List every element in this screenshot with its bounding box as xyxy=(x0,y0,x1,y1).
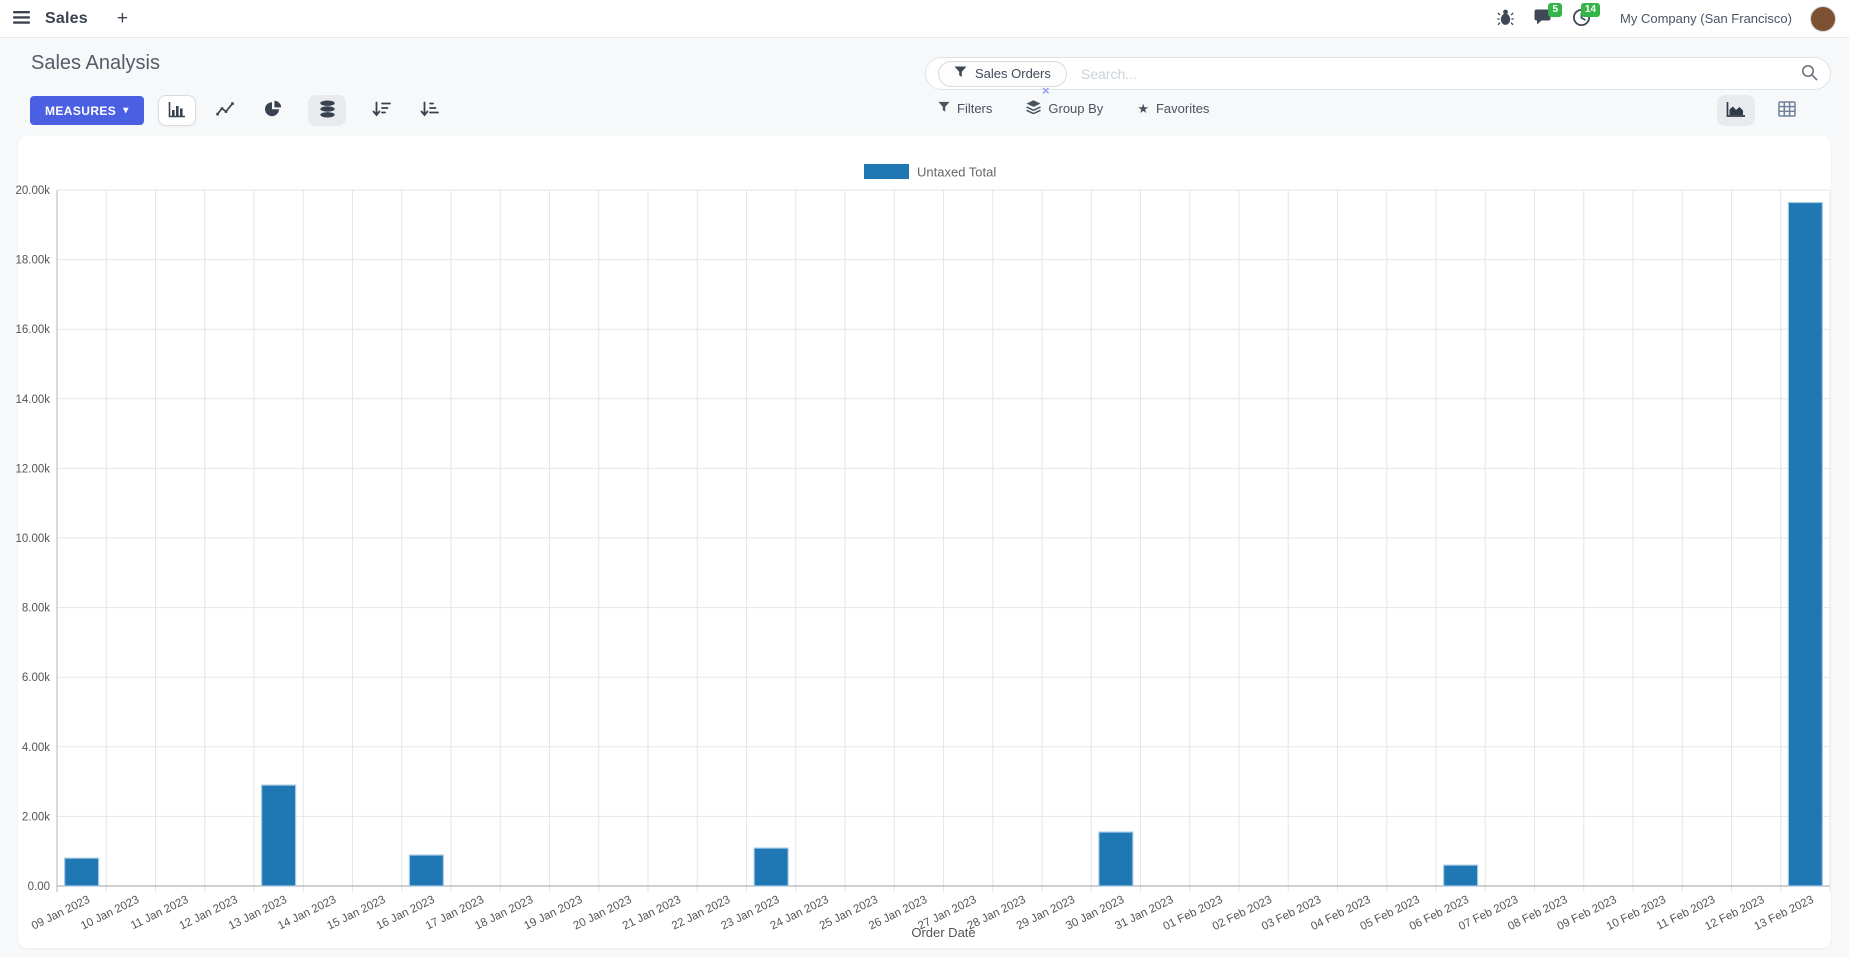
legend-swatch[interactable] xyxy=(864,164,909,179)
plus-icon[interactable]: + xyxy=(116,8,128,29)
user-avatar[interactable] xyxy=(1810,5,1836,32)
filter-funnel-icon xyxy=(954,65,967,83)
database-stack-icon xyxy=(319,100,336,121)
legend-label[interactable]: Untaxed Total xyxy=(917,165,996,180)
y-tick-label: 6.00k xyxy=(22,672,50,684)
pie-chart-icon xyxy=(264,100,282,121)
search-bar[interactable]: Sales Orders × xyxy=(925,57,1831,97)
chart-bar[interactable] xyxy=(261,784,297,887)
pivot-table-icon xyxy=(1778,101,1796,120)
top-navbar: Sales + 5 xyxy=(0,0,1849,38)
pie-chart-view-button[interactable] xyxy=(254,95,292,126)
y-tick-label: 12.00k xyxy=(15,463,50,475)
sort-descending-button[interactable] xyxy=(362,95,400,126)
filters-label: Filters xyxy=(957,101,993,116)
graph-view-button[interactable] xyxy=(1717,95,1755,126)
chart-bar[interactable] xyxy=(64,857,100,887)
search-magnifier-icon[interactable] xyxy=(1801,64,1818,84)
y-tick-label: 4.00k xyxy=(22,742,50,754)
chart-bar[interactable] xyxy=(753,847,789,887)
app-title[interactable]: Sales xyxy=(45,9,88,27)
measures-button[interactable]: MEASURES ▾ xyxy=(30,96,144,125)
chart-bar[interactable] xyxy=(1787,201,1823,887)
sort-amount-asc-icon xyxy=(420,101,439,120)
chart-bar[interactable] xyxy=(1443,864,1479,887)
y-tick-label: 10.00k xyxy=(15,533,50,545)
chat-bubble-icon xyxy=(1534,8,1553,29)
favorites-label: Favorites xyxy=(1155,101,1210,116)
group-by-dropdown-button[interactable]: Group By xyxy=(1026,100,1103,117)
activities-count-badge: 14 xyxy=(1580,2,1601,17)
x-axis-title: Order Date xyxy=(911,925,975,940)
caret-down-icon: ▾ xyxy=(123,105,129,116)
line-chart-view-button[interactable] xyxy=(206,95,244,126)
company-switcher[interactable]: My Company (San Francisco) xyxy=(1620,11,1792,26)
sales-analysis-chart: Untaxed Total 0.00 2.00k 4.00k 6.00k 8.00k 10.… xyxy=(15,164,1831,940)
filters-funnel-icon xyxy=(938,101,950,116)
y-tick-label: 2.00k xyxy=(22,811,50,823)
favorites-dropdown-button[interactable]: ★ Favorites xyxy=(1137,101,1209,116)
line-chart-icon xyxy=(215,101,235,120)
measures-label: MEASURES xyxy=(45,103,117,118)
y-tick-label: 0.00 xyxy=(28,881,50,893)
search-facet-label: Sales Orders xyxy=(975,66,1051,81)
stacked-toggle-button[interactable] xyxy=(308,95,346,126)
page-title: Sales Analysis xyxy=(31,52,160,74)
search-facet-sales-orders: Sales Orders xyxy=(938,60,1067,87)
bug-icon xyxy=(1496,8,1514,29)
area-chart-icon xyxy=(1726,101,1746,121)
apps-menu-button[interactable] xyxy=(13,10,30,27)
messages-button[interactable]: 5 xyxy=(1528,2,1563,32)
activities-button[interactable]: 14 xyxy=(1566,2,1601,32)
menu-icon xyxy=(13,10,30,27)
y-tick-label: 18.00k xyxy=(15,255,50,267)
y-tick-label: 20.00k xyxy=(15,185,50,197)
group-by-label: Group By xyxy=(1048,101,1104,116)
chart-bar[interactable] xyxy=(1098,831,1134,887)
control-panel: Sales Analysis Sales Orders × MEASURES ▾ xyxy=(0,38,1849,136)
y-tick-label: 8.00k xyxy=(22,603,50,615)
search-input[interactable] xyxy=(1078,64,1801,83)
pivot-view-button[interactable] xyxy=(1768,95,1806,126)
facet-remove-button[interactable]: × xyxy=(1042,83,1050,98)
sort-amount-desc-icon xyxy=(372,101,391,120)
debug-button[interactable] xyxy=(1490,6,1520,32)
y-tick-label: 16.00k xyxy=(15,324,50,336)
messages-count-badge: 5 xyxy=(1548,2,1563,17)
filters-dropdown-button[interactable]: Filters xyxy=(938,101,992,116)
chart-card: Untaxed Total 0.00 2.00k 4.00k 6.00k 8.00k 10.… xyxy=(15,136,1831,948)
sort-ascending-button[interactable] xyxy=(410,95,448,126)
bar-chart-icon xyxy=(168,101,186,121)
chart-bar[interactable] xyxy=(408,854,444,887)
bar-chart-view-button[interactable] xyxy=(158,95,196,126)
layers-icon xyxy=(1026,100,1042,117)
star-icon: ★ xyxy=(1137,100,1149,116)
y-tick-label: 14.00k xyxy=(15,394,50,406)
